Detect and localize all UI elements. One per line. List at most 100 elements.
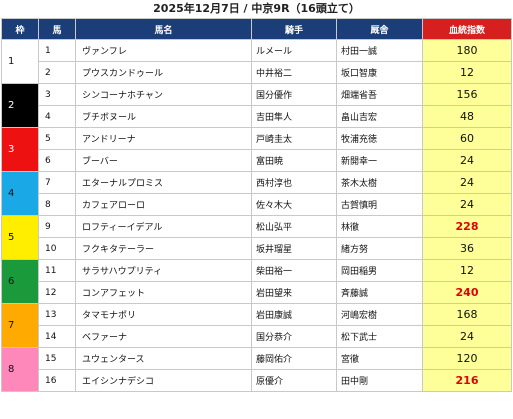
horse-number-cell: 6 — [38, 149, 76, 172]
horse-number-cell: 8 — [38, 193, 76, 216]
trainer-cell: 畑端省吾 — [336, 83, 423, 106]
jockey-cell: 藤岡佑介 — [251, 347, 337, 370]
table-header-row: 枠 馬 馬名 騎手 厩舎 血統指数 — [1, 18, 512, 40]
horse-number-cell: 14 — [38, 325, 76, 348]
index-cell: 48 — [422, 105, 512, 128]
jockey-cell: 岩田康誠 — [251, 303, 337, 326]
index-cell: 156 — [422, 83, 512, 106]
table-row: 7 13 タマモナポリ 岩田康誠 河嶋宏樹 168 — [1, 303, 512, 348]
horse-name-cell: ユウェンタース — [75, 347, 252, 370]
header-jockey: 騎手 — [251, 18, 337, 40]
trainer-cell: 緒方努 — [336, 237, 423, 260]
index-cell: 240 — [422, 281, 512, 304]
table-row: 4 ブチボヌール 吉田隼人 畠山吉宏 48 — [2, 105, 512, 128]
frame-cell: 3 — [1, 127, 39, 172]
horse-name-cell: エイシンナデシコ — [75, 369, 252, 392]
table-row: 6 ブーバー 富田暁 新開幸一 24 — [2, 149, 512, 172]
index-cell: 216 — [422, 369, 512, 392]
index-cell: 24 — [422, 149, 512, 172]
header-uma: 馬 — [38, 18, 76, 40]
trainer-cell: 坂口智康 — [336, 61, 423, 84]
jockey-cell: 戸崎圭太 — [251, 127, 337, 150]
header-name: 馬名 — [75, 18, 252, 40]
index-cell: 120 — [422, 347, 512, 370]
trainer-cell: 新開幸一 — [336, 149, 423, 172]
horse-number-cell: 1 — [38, 39, 76, 62]
horse-number-cell: 3 — [38, 83, 76, 106]
frame-cell: 8 — [1, 347, 39, 392]
table-row: 8 15 ユウェンタース 藤岡佑介 宮徹 120 — [1, 347, 512, 392]
horse-name-cell: ブーバー — [75, 149, 252, 172]
jockey-cell: 松山弘平 — [251, 215, 337, 238]
horse-number-cell: 9 — [38, 215, 76, 238]
horse-number-cell: 15 — [38, 347, 76, 370]
table-row: 2 プウスカンドゥール 中井裕二 坂口智康 12 — [2, 61, 512, 84]
jockey-cell: 坂井瑠星 — [251, 237, 337, 260]
index-cell: 168 — [422, 303, 512, 326]
jockey-cell: 富田暁 — [251, 149, 337, 172]
horse-name-cell: アンドリーナ — [75, 127, 252, 150]
trainer-cell: 牧浦充徳 — [336, 127, 423, 150]
horse-number-cell: 7 — [38, 171, 76, 194]
index-cell: 24 — [422, 325, 512, 348]
horse-number-cell: 11 — [38, 259, 76, 282]
trainer-cell: 村田一誠 — [336, 39, 423, 62]
trainer-cell: 古賀慎明 — [336, 193, 423, 216]
table-row: 16 エイシンナデシコ 原優介 田中剛 216 — [2, 369, 512, 392]
jockey-cell: 国分優作 — [251, 83, 337, 106]
horse-name-cell: エターナルプロミス — [75, 171, 252, 194]
table-row: 2 3 シンコーナホチャン 国分優作 畑端省吾 156 — [1, 83, 512, 128]
index-cell: 24 — [422, 193, 512, 216]
header-waku: 枠 — [1, 18, 39, 40]
trainer-cell: 林徹 — [336, 215, 423, 238]
index-cell: 36 — [422, 237, 512, 260]
jockey-cell: 岩田望来 — [251, 281, 337, 304]
horse-number-cell: 2 — [38, 61, 76, 84]
trainer-cell: 斉藤誠 — [336, 281, 423, 304]
horse-name-cell: ベファーナ — [75, 325, 252, 348]
jockey-cell: 中井裕二 — [251, 61, 337, 84]
index-cell: 60 — [422, 127, 512, 150]
table-body: 1 1 ヴァンフレ ルメール 村田一誠 180 2 プウスカンドゥール 中井裕二 坂口智康 12 2 3… — [1, 39, 512, 392]
horse-number-cell: 16 — [38, 369, 76, 392]
frame-cell: 4 — [1, 171, 39, 216]
index-cell: 228 — [422, 215, 512, 238]
jockey-cell: 柴田裕一 — [251, 259, 337, 282]
table-row: 5 9 ロフティーイデアル 松山弘平 林徹 228 — [1, 215, 512, 260]
horse-number-cell: 13 — [38, 303, 76, 326]
header-trainer: 厩舎 — [336, 18, 423, 40]
horse-name-cell: カフェアローロ — [75, 193, 252, 216]
frame-cell: 6 — [1, 259, 39, 304]
table-row: 4 7 エターナルプロミス 西村淳也 茶木太樹 24 — [1, 171, 512, 216]
trainer-cell: 茶木太樹 — [336, 171, 423, 194]
horse-name-cell: ブチボヌール — [75, 105, 252, 128]
jockey-cell: 佐々木大 — [251, 193, 337, 216]
frame-cell: 1 — [1, 39, 39, 84]
trainer-cell: 田中剛 — [336, 369, 423, 392]
table-row: 14 ベファーナ 国分恭介 松下武士 24 — [2, 325, 512, 348]
index-cell: 180 — [422, 39, 512, 62]
horse-number-cell: 4 — [38, 105, 76, 128]
table-row: 6 11 サラサハウプリティ 柴田裕一 岡田稲男 12 — [1, 259, 512, 304]
horse-name-cell: シンコーナホチャン — [75, 83, 252, 106]
trainer-cell: 松下武士 — [336, 325, 423, 348]
frame-cell: 2 — [1, 83, 39, 128]
table-row: 3 5 アンドリーナ 戸崎圭太 牧浦充徳 60 — [1, 127, 512, 172]
trainer-cell: 畠山吉宏 — [336, 105, 423, 128]
jockey-cell: 国分恭介 — [251, 325, 337, 348]
table-row: 1 1 ヴァンフレ ルメール 村田一誠 180 — [1, 39, 512, 84]
horse-name-cell: タマモナポリ — [75, 303, 252, 326]
index-cell: 12 — [422, 61, 512, 84]
jockey-cell: 西村淳也 — [251, 171, 337, 194]
jockey-cell: 吉田隼人 — [251, 105, 337, 128]
header-index: 血統指数 — [422, 18, 512, 40]
trainer-cell: 河嶋宏樹 — [336, 303, 423, 326]
horse-name-cell: コンアフェット — [75, 281, 252, 304]
horse-number-cell: 10 — [38, 237, 76, 260]
index-cell: 12 — [422, 259, 512, 282]
jockey-cell: 原優介 — [251, 369, 337, 392]
race-entry-table: 枠 馬 馬名 騎手 厩舎 血統指数 1 1 ヴァンフレ ルメール 村田一誠 180 2 プウス… — [1, 18, 512, 392]
frame-cell: 5 — [1, 215, 39, 260]
table-row: 8 カフェアローロ 佐々木大 古賀慎明 24 — [2, 193, 512, 216]
horse-name-cell: ロフティーイデアル — [75, 215, 252, 238]
